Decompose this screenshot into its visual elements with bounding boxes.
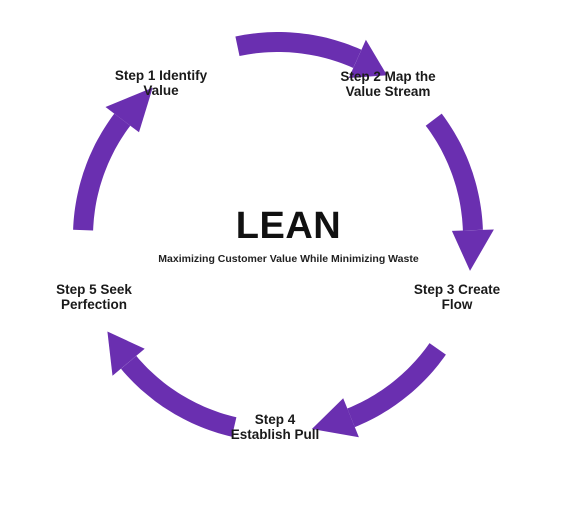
step-2-line2: Value Stream <box>345 84 431 99</box>
step-5-line2: Perfection <box>60 297 128 312</box>
diagram-title: LEAN <box>235 205 342 247</box>
arrow-step1-to-step2-shaft <box>235 32 362 68</box>
step-4-line1: Step 4 <box>254 412 296 427</box>
step-2-line1: Step 2 Map the <box>340 69 436 84</box>
arrow-step5-to-step1-head <box>105 87 153 133</box>
arrow-step2-to-step3 <box>425 113 494 271</box>
arrow-step3-to-step4-head <box>311 398 359 438</box>
arrow-step2-to-step3-shaft <box>425 113 483 231</box>
step-4-line2: Establish Pull <box>230 427 320 442</box>
step-3-label: Step 3 Create Flow <box>394 282 520 312</box>
arrow-step4-to-step5-head <box>107 331 145 376</box>
step-2-label: Step 2 Map the Value Stream <box>318 69 458 99</box>
step-5-line1: Step 5 Seek <box>56 282 132 297</box>
diagram-subtitle: Maximizing Customer Value While Minimizi… <box>158 253 419 265</box>
step-5-label: Step 5 Seek Perfection <box>34 282 154 312</box>
arrow-step1-to-step2 <box>235 32 387 78</box>
arrow-step4-to-step5 <box>107 331 237 437</box>
step-1-line1: Step 1 Identify <box>114 68 208 83</box>
arrow-step3-to-step4-shaft <box>347 343 446 428</box>
arrow-step3-to-step4 <box>311 343 446 438</box>
arrow-step4-to-step5-shaft <box>121 355 237 437</box>
arrow-step2-to-step3-head <box>451 229 494 271</box>
arrow-step5-to-step1 <box>73 87 153 231</box>
arrow-step1-to-step2-head <box>348 39 387 78</box>
step-4-label: Step 4 Establish Pull <box>210 412 340 442</box>
step-1-label: Step 1 Identify Value <box>96 68 226 98</box>
arrow-step5-to-step1-shaft <box>73 113 131 231</box>
step-3-line1: Step 3 Create <box>413 282 501 297</box>
step-3-line2: Flow <box>441 297 473 312</box>
cycle-arrows <box>73 32 494 438</box>
step-1-line2: Value <box>143 83 179 98</box>
